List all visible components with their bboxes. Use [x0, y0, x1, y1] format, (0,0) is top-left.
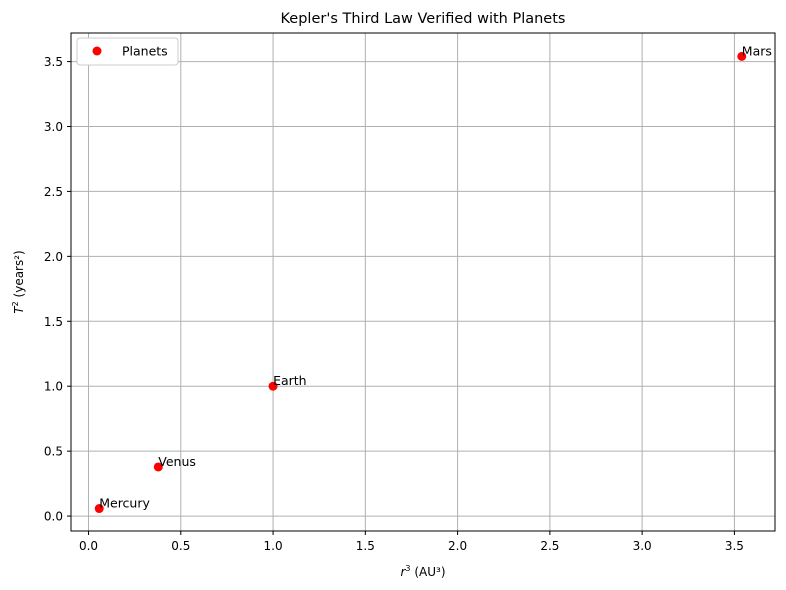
planet-label-earth: Earth	[273, 373, 307, 388]
x-tick-label: 2.0	[448, 539, 467, 553]
y-axis-title-base: T	[12, 305, 26, 314]
y-axis-title-sup: 2	[11, 301, 20, 306]
x-tick-label: 0.5	[171, 539, 190, 553]
grid-lines	[71, 33, 775, 531]
y-tick-label: 0.5	[44, 445, 63, 459]
y-tick-label: 1.5	[44, 315, 63, 329]
data-points: Mercury Venus Earth Mars	[94, 43, 772, 514]
y-tick-label: 2.5	[44, 185, 63, 199]
legend-marker	[92, 46, 102, 56]
axis-ticks: 0.0 0.5 1.0 1.5 2.0 2.5 3.0 3.5 0.0 0.5 1.0 1.5 2.0 2…	[44, 55, 744, 553]
y-tick-label: 3.5	[44, 55, 63, 69]
legend-label-planets: Planets	[122, 44, 168, 59]
legend-box	[76, 37, 179, 66]
x-tick-label: 3.0	[633, 539, 652, 553]
y-tick-label: 3.0	[44, 120, 63, 134]
x-axis-title-sup: 3	[405, 564, 410, 573]
planet-point-venus	[153, 462, 163, 472]
x-tick-label: 1.5	[356, 539, 375, 553]
planet-label-mars: Mars	[742, 43, 772, 58]
y-tick-label: 2.0	[44, 250, 63, 264]
x-axis-title-rest: (AU³)	[411, 565, 446, 579]
plot-area-frame	[70, 32, 776, 532]
planet-label-mercury: Mercury	[99, 496, 150, 511]
y-axis-title-rest: (years²)	[12, 250, 26, 301]
planet-point-earth	[268, 381, 278, 391]
x-tick-label: 3.5	[725, 539, 744, 553]
x-axis-title-base: r	[400, 565, 406, 579]
y-axis-title: T2 (years²)	[11, 250, 26, 313]
chart-title: Kepler's Third Law Verified with Planets	[281, 11, 566, 27]
planet-point-mercury	[94, 504, 104, 514]
planet-label-venus: Venus	[158, 454, 196, 469]
x-tick-label: 1.0	[264, 539, 283, 553]
y-tick-label: 1.0	[44, 380, 63, 394]
legend: Planets	[76, 37, 179, 66]
planet-point-mars	[737, 51, 747, 61]
x-axis-title: r3 (AU³)	[400, 564, 445, 579]
x-tick-label: 2.5	[540, 539, 559, 553]
y-tick-label: 0.0	[44, 510, 63, 524]
x-tick-label: 0.0	[79, 539, 98, 553]
